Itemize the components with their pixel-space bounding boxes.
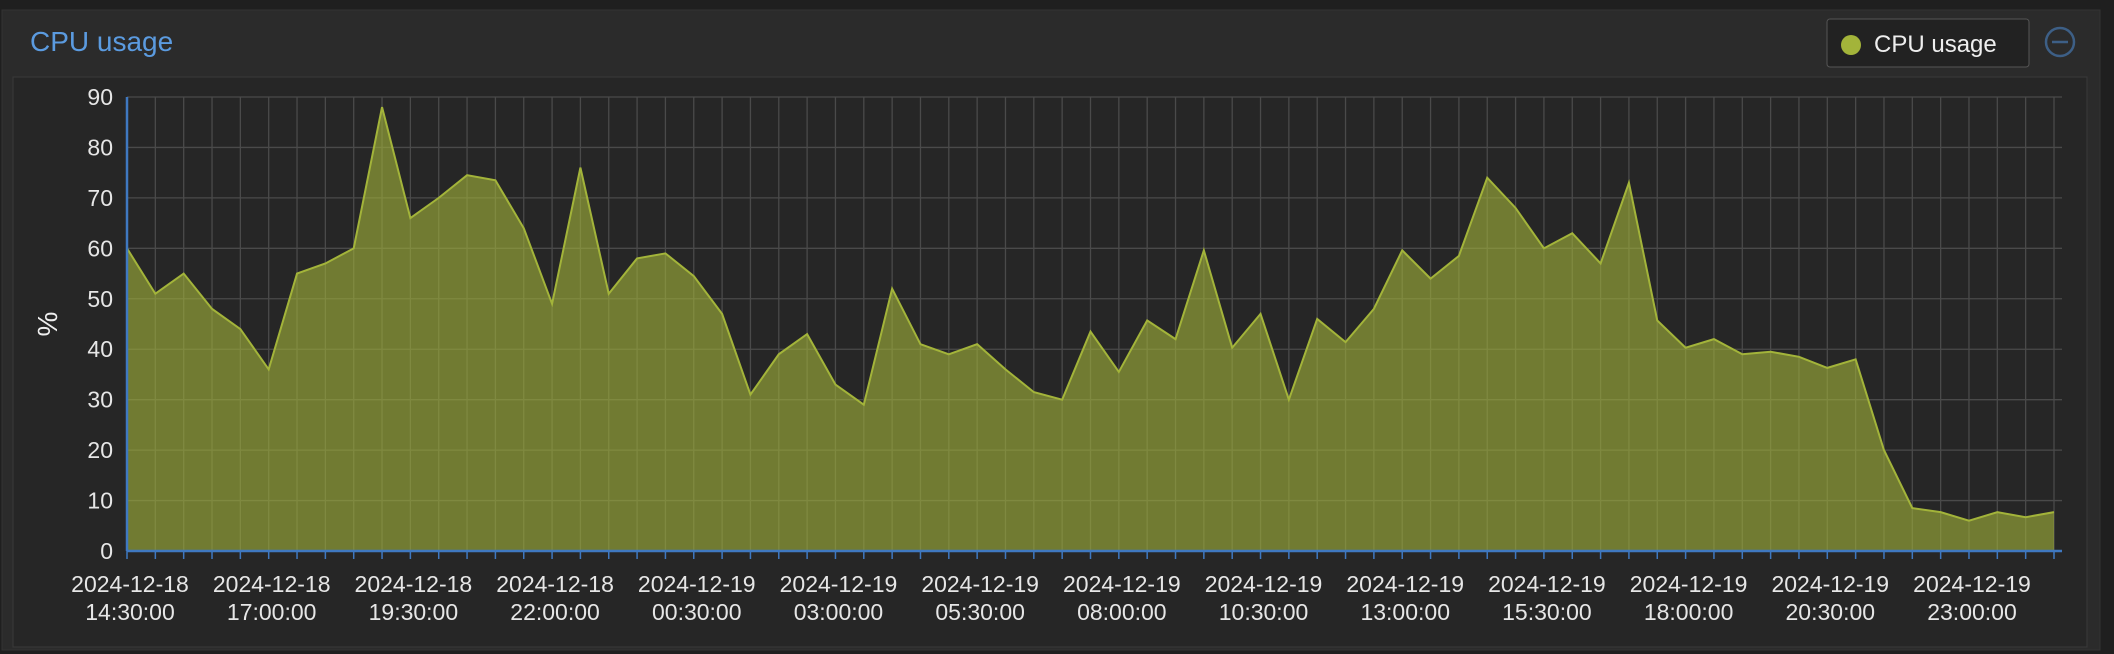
y-tick-label: 0 xyxy=(100,538,113,564)
x-tick-label: 2024-12-19 00:30:00 xyxy=(637,571,756,625)
legend-swatch xyxy=(1841,35,1861,55)
x-tick-label: 2024-12-19 08:00:00 xyxy=(1063,571,1181,625)
line xyxy=(126,106,2055,522)
y-tick-label: 20 xyxy=(87,437,113,463)
x-tick-label: 2024-12-18 19:30:00 xyxy=(354,571,473,625)
y-tick-label: 60 xyxy=(87,235,113,261)
x-tick-label: 2024-12-19 03:00:00 xyxy=(779,571,898,625)
legend-label[interactable]: CPU usage xyxy=(1874,31,1997,58)
x-tick-label: 2024-12-18 22:00:00 xyxy=(496,571,614,625)
y-axis-label: % xyxy=(32,312,63,337)
area xyxy=(127,107,2054,551)
y-tick-label: 30 xyxy=(87,387,113,413)
y-tick-label: 90 xyxy=(87,84,113,110)
x-tick-label: 2024-12-19 15:30:00 xyxy=(1488,571,1606,625)
x-tick-label: 2024-12-19 18:00:00 xyxy=(1629,571,1748,625)
x-tick-label: 2024-12-19 10:30:00 xyxy=(1204,571,1323,625)
x-tick-label: 2024-12-18 17:00:00 xyxy=(212,571,331,625)
legend-box[interactable] xyxy=(1826,18,2030,68)
x-tick-label: 2024-12-19 13:00:00 xyxy=(1346,571,1465,625)
y-tick-label: 80 xyxy=(87,134,113,160)
x-tick-label: 2024-12-19 23:00:00 xyxy=(1913,571,2031,625)
y-tick-label: 50 xyxy=(87,286,113,312)
x-tick-label: 2024-12-19 05:30:00 xyxy=(921,571,1039,625)
y-tick-label: 70 xyxy=(87,185,113,211)
x-tick-label: 2024-12-18 14:30:00 xyxy=(71,571,189,625)
y-tick-label: 40 xyxy=(87,336,113,362)
panel-title: CPU usage xyxy=(30,26,173,57)
collapse-button[interactable] xyxy=(2044,26,2076,58)
x-tick-label: 2024-12-19 20:30:00 xyxy=(1771,571,1890,625)
y-tick-label: 10 xyxy=(87,488,113,514)
